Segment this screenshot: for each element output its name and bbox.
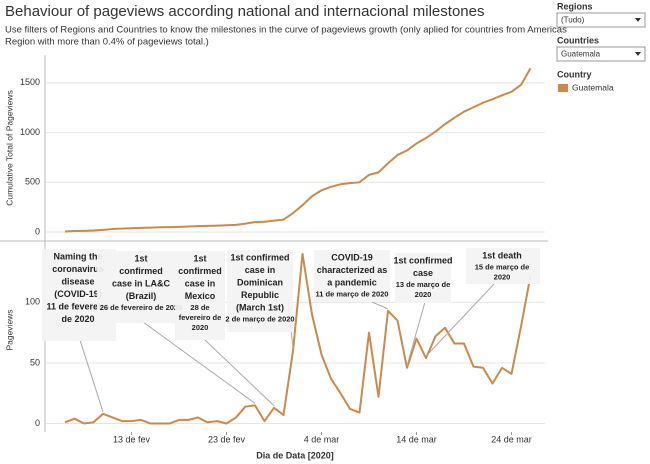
annotation-box	[314, 250, 390, 302]
annotation-leader	[425, 282, 496, 357]
y-tick-label: 0	[35, 418, 40, 428]
x-tick-label: 13 de fev	[113, 434, 151, 444]
annotation-text: 11 de fevereiro	[46, 301, 110, 311]
annotation-box	[395, 253, 451, 303]
title: Behaviour of pageviews according nationa…	[5, 3, 484, 20]
filter-label: Regions	[557, 1, 593, 11]
y-axis-label: Pageviews	[4, 309, 14, 350]
legend-swatch	[558, 84, 568, 92]
y-axis-label: Cumulative Total of Pageviews	[4, 90, 14, 206]
x-axis-label: Dia de Data [2020]	[256, 450, 334, 460]
annotation-text: a pandemic	[327, 277, 377, 287]
annotation-date: 28 de	[190, 303, 209, 312]
annotation-date: fevereiro de	[179, 313, 222, 322]
line	[64, 67, 532, 233]
y-tick-label: 1500	[20, 77, 40, 87]
annotation-text: Naming the	[53, 251, 102, 261]
annotation-box	[97, 251, 185, 323]
annotation-text: Mexico	[185, 291, 216, 301]
x-tick-label: 24 de mar	[491, 434, 532, 444]
annotation-leader	[371, 301, 389, 310]
annotation-text: Dominican	[237, 277, 283, 287]
annotation-box	[466, 248, 540, 284]
y-tick-label: 1000	[20, 127, 40, 137]
filter-label: Countries	[557, 35, 599, 45]
annotation-date: 2020	[192, 323, 209, 332]
annotation-text: disease	[61, 276, 94, 286]
annotation-leader	[204, 339, 275, 407]
dropdown-value[interactable]: (Tudo)	[561, 16, 585, 25]
annotation-text: characterized as	[317, 265, 388, 275]
x-tick-label: 14 de mar	[396, 434, 437, 444]
annotation-date: 2020	[494, 272, 511, 281]
annotation-text: de 2020	[61, 314, 94, 324]
annotation-leader	[142, 321, 256, 404]
annotation-text: 1st	[134, 253, 147, 263]
dropdown-arrow[interactable]	[635, 52, 641, 56]
y-tick-label: 500	[25, 177, 40, 187]
annotation-date: 15 de março de	[475, 262, 530, 271]
annotation-leader	[406, 301, 426, 366]
annotation-text: Republic	[241, 290, 279, 300]
dropdown[interactable]	[556, 46, 646, 62]
annotation-text: case in	[245, 265, 276, 275]
annotation-date: 13 de março de	[396, 280, 451, 289]
annotation-text: coronavirus	[52, 264, 104, 274]
dropdown-arrow[interactable]	[635, 18, 641, 22]
annotation-box	[227, 250, 293, 332]
subtitle: Use filters of Regions and Countries to …	[5, 25, 567, 36]
annotation-date: 11 de março de 2020	[316, 289, 389, 298]
annotation-text: (COVID-19)	[54, 289, 102, 299]
annotation-text: confirmed	[119, 266, 163, 276]
y-tick-label: 100	[25, 297, 40, 307]
x-tick-label: 4 de mar	[304, 434, 340, 444]
annotation-text: (March 1st)	[236, 302, 284, 312]
dropdown[interactable]	[556, 12, 646, 28]
annotation-text: case in LA&C	[112, 278, 171, 288]
annotation-text: 1st confirmed	[393, 255, 452, 265]
annotation-date: 26 de fevereiro de 2020	[100, 303, 183, 312]
annotation-date: 2020	[415, 290, 432, 299]
annotation-text: 1st confirmed	[230, 252, 289, 262]
line	[64, 252, 532, 425]
annotation-text: 1st	[193, 253, 206, 263]
annotation-leader	[79, 339, 104, 412]
annotation-text: confirmed	[178, 266, 222, 276]
annotation-text: (Brazil)	[126, 291, 157, 301]
annotation-text: case	[413, 268, 433, 278]
annotation-box	[175, 251, 225, 340]
legend-label[interactable]: Guatemala	[572, 82, 614, 92]
dropdown-value[interactable]: Guatemala	[561, 50, 601, 59]
subtitle: Region with more than 0.4% of pageviews …	[5, 37, 209, 48]
legend-title: Country	[557, 69, 592, 79]
annotation-text: case in	[185, 278, 216, 288]
y-tick-label: 0	[35, 226, 40, 236]
y-tick-label: 50	[30, 357, 40, 367]
x-tick-label: 23 de fev	[208, 434, 246, 444]
annotation-text: COVID-19	[331, 252, 373, 262]
annotation-text: 1st death	[482, 250, 522, 260]
annotation-date: 2 de março de 2020	[225, 314, 294, 323]
